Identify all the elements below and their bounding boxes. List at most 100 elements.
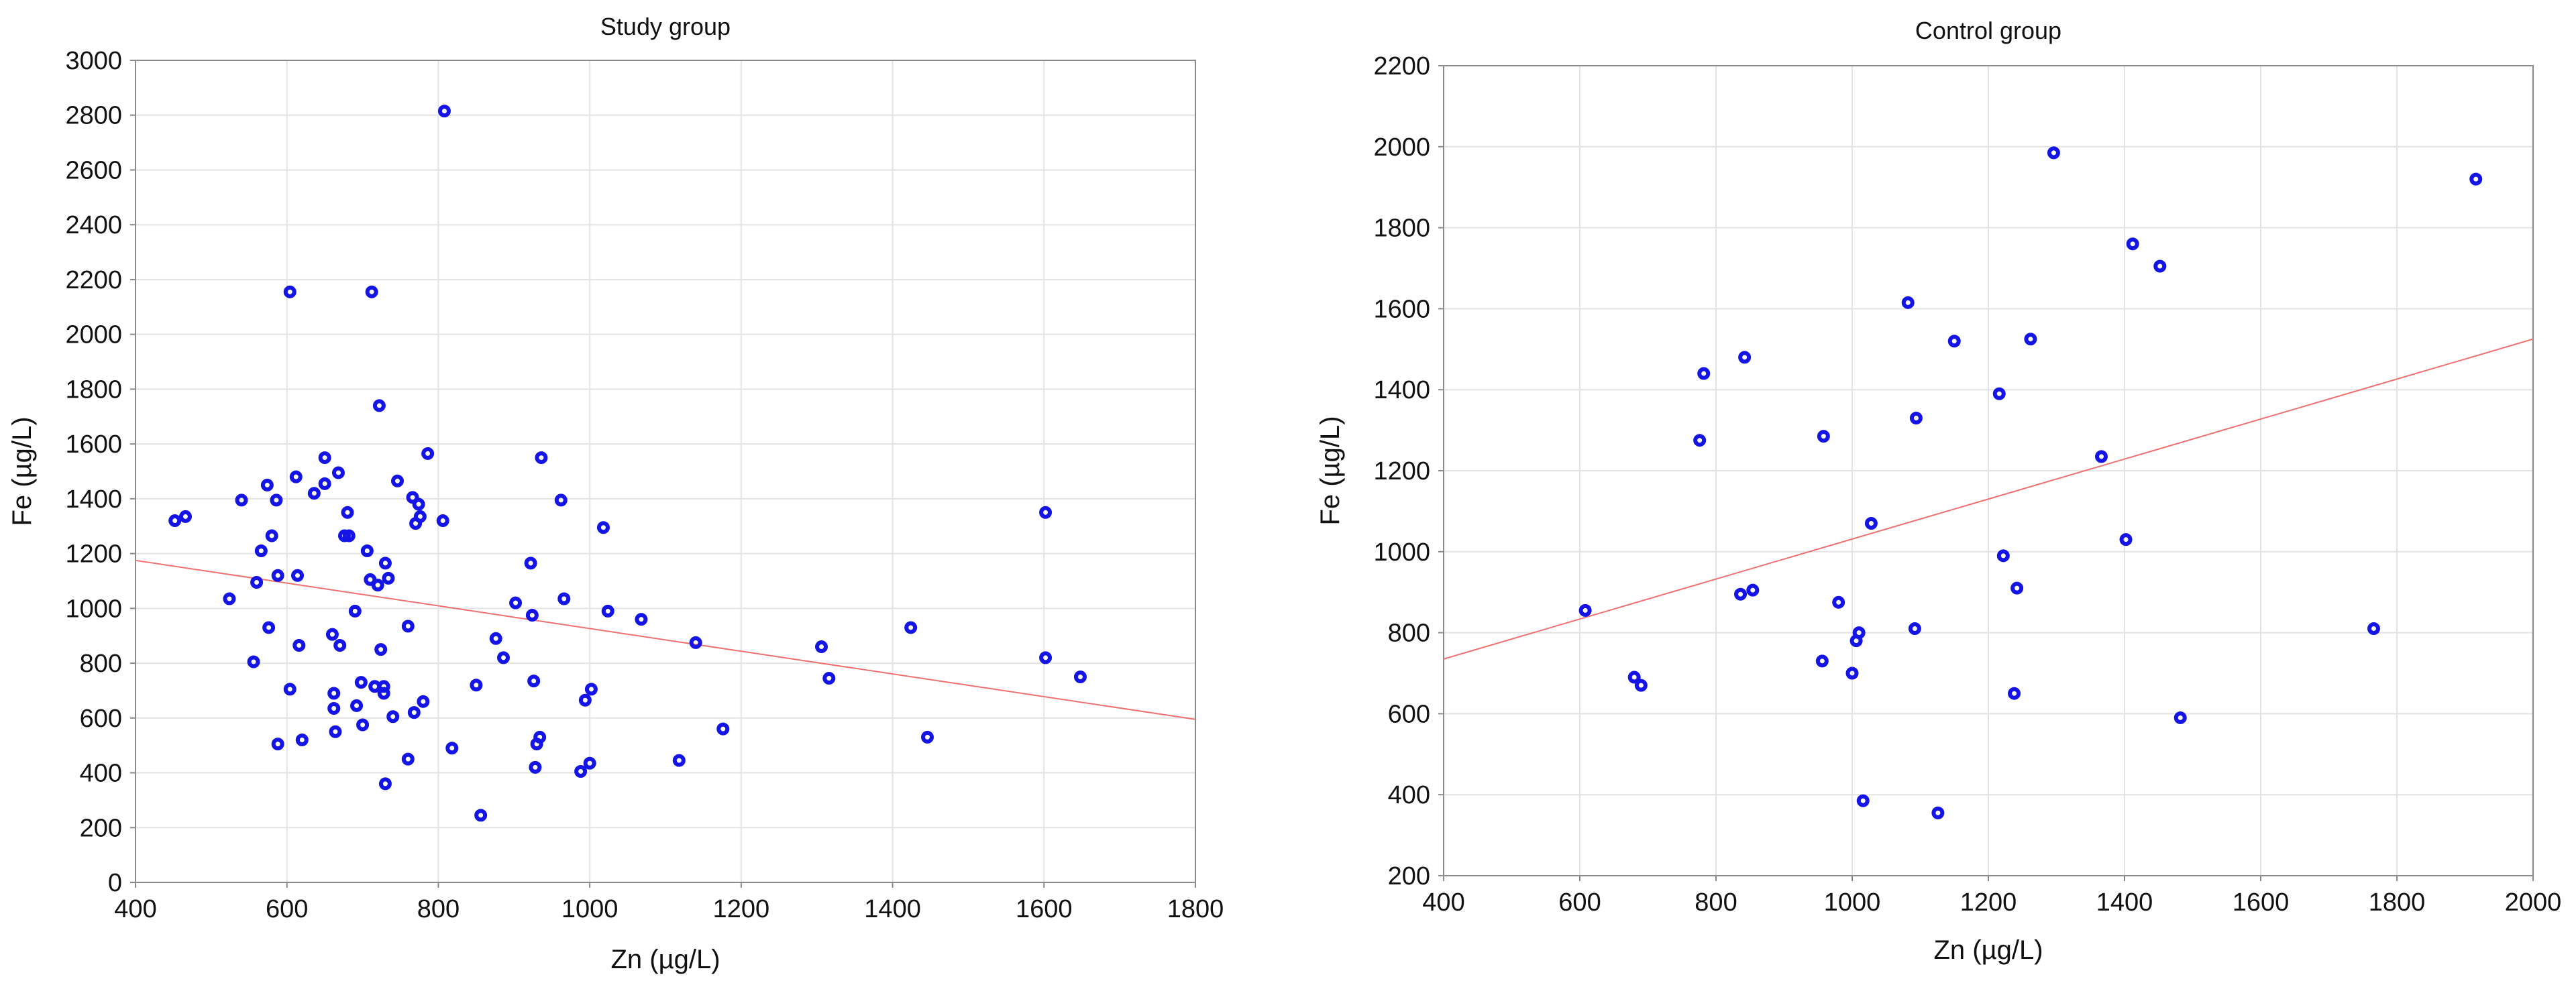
study-data-point	[596, 521, 610, 534]
control-data-point	[1908, 622, 1921, 636]
control-x-tick-label: 800	[1695, 888, 1737, 917]
study-data-point	[223, 592, 236, 605]
study-data-point	[372, 399, 386, 412]
control-data-point	[1947, 335, 1961, 348]
control-y-tick-label: 200	[1388, 862, 1430, 890]
control-data-point	[2367, 622, 2380, 636]
study-data-point	[254, 544, 268, 558]
study-y-tick-label: 1000	[65, 595, 122, 623]
study-data-point	[250, 576, 264, 589]
study-y-tick-label: 2200	[65, 266, 122, 294]
control-data-point	[1627, 671, 1641, 684]
study-data-point	[283, 683, 297, 696]
control-x-tick-label: 600	[1558, 888, 1601, 917]
study-trend-line	[135, 559, 1196, 720]
study-data-point	[412, 498, 425, 511]
study-data-point	[1073, 671, 1087, 683]
control-data-point	[1996, 549, 2010, 563]
study-data-point	[417, 695, 430, 708]
study-x-axis-label: Zn (µg/L)	[610, 945, 720, 974]
study-data-point	[437, 105, 451, 118]
control-data-point	[1697, 367, 1711, 380]
study-data-point	[382, 571, 395, 585]
control-data-point	[2153, 259, 2167, 273]
study-data-point	[509, 596, 523, 609]
control-y-tick-label: 400	[1388, 781, 1430, 809]
study-data-point	[374, 643, 388, 656]
study-x-tick-label: 1600	[1016, 895, 1073, 923]
study-data-point	[307, 487, 321, 500]
study-x-tick-label: 800	[417, 895, 460, 923]
study-data-point	[378, 777, 392, 791]
study-data-point	[445, 742, 459, 755]
study-data-point	[377, 687, 390, 700]
study-data-point	[327, 687, 341, 700]
study-data-point	[496, 651, 510, 664]
control-data-point	[1931, 806, 1945, 819]
study-plot-frame	[135, 60, 1196, 883]
study-y-tick-label: 2800	[65, 102, 122, 130]
control-y-tick-label: 1000	[1373, 538, 1430, 567]
control-y-tick-label: 600	[1388, 700, 1430, 728]
study-y-tick-label: 1600	[65, 430, 122, 459]
study-data-point	[401, 620, 415, 633]
study-data-point	[318, 451, 331, 465]
control-x-tick-label: 400	[1422, 888, 1464, 917]
control-data-point	[1856, 794, 1870, 807]
study-data-point	[283, 285, 297, 298]
control-chart: 400 600 800 1000 1200 1400 1600 1800 20002004006…	[1316, 17, 2561, 965]
control-data-point	[1746, 583, 1760, 597]
study-data-point	[271, 569, 284, 582]
control-data-point	[1901, 296, 1915, 309]
study-data-point	[822, 672, 836, 685]
study-data-point	[371, 579, 384, 592]
study-data-point	[327, 701, 341, 715]
study-x-tick-label: 1400	[864, 895, 921, 923]
study-data-point	[574, 764, 588, 778]
control-data-point	[2174, 711, 2187, 724]
control-data-point	[1815, 654, 1829, 668]
study-data-point	[406, 491, 419, 504]
control-x-tick-label: 1800	[2369, 888, 2426, 917]
study-data-point	[554, 494, 568, 507]
study-data-point	[295, 733, 309, 746]
study-data-point	[407, 706, 421, 719]
study-y-tick-label: 0	[108, 869, 122, 897]
study-data-point	[292, 639, 306, 652]
study-data-point	[920, 730, 934, 744]
control-y-tick-label: 800	[1388, 620, 1430, 648]
control-y-tick-label: 2000	[1373, 133, 1430, 162]
control-data-point	[2024, 333, 2037, 346]
study-data-point	[235, 494, 248, 507]
study-data-point	[436, 514, 449, 528]
study-data-point	[474, 809, 488, 822]
control-data-point	[2047, 146, 2060, 160]
study-data-point	[716, 722, 730, 736]
study-y-tick-label: 1400	[65, 485, 122, 514]
study-data-point	[535, 451, 548, 465]
study-data-point	[421, 447, 435, 460]
control-chart-title: Control group	[1915, 17, 2061, 44]
control-data-point	[1832, 595, 1845, 609]
study-data-point	[489, 632, 502, 645]
study-data-point	[672, 754, 686, 767]
control-data-point	[2126, 237, 2139, 251]
study-data-point	[333, 639, 347, 652]
study-data-point	[635, 613, 648, 626]
study-data-point	[342, 529, 356, 542]
study-y-tick-label: 2600	[65, 156, 122, 184]
control-data-point	[2008, 687, 2021, 700]
study-data-point	[289, 470, 303, 483]
study-y-tick-label: 3000	[65, 47, 122, 75]
control-y-tick-label: 1200	[1373, 457, 1430, 485]
study-data-point	[584, 683, 598, 696]
study-y-tick-label: 1800	[65, 375, 122, 404]
control-x-tick-label: 1400	[2096, 888, 2153, 917]
study-data-point	[401, 752, 415, 766]
study-data-point	[557, 592, 571, 605]
study-data-point	[360, 544, 374, 558]
study-data-point	[348, 604, 362, 618]
control-data-point	[1852, 626, 1866, 640]
study-data-point	[341, 506, 354, 519]
control-x-tick-label: 2000	[2505, 888, 2562, 917]
